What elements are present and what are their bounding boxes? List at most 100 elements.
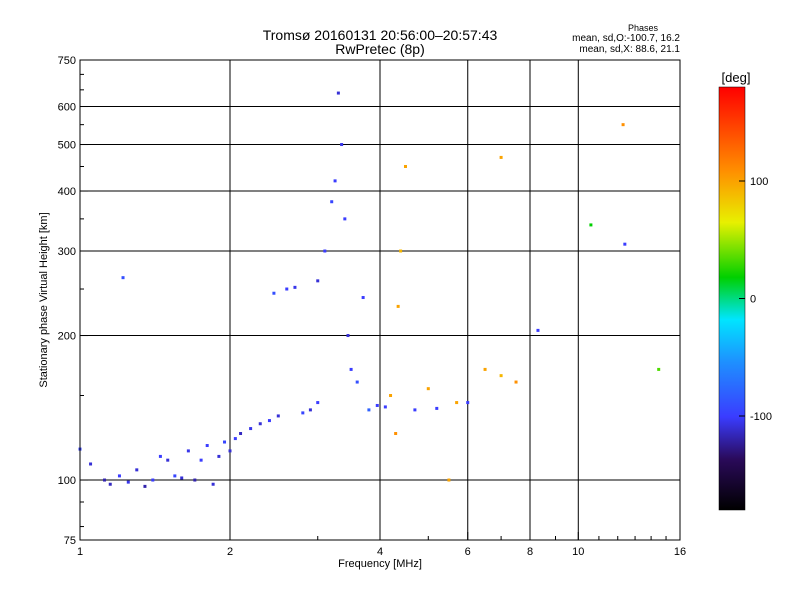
data-point (499, 155, 503, 159)
data-point (293, 285, 297, 289)
data-point (394, 432, 398, 436)
data-point (135, 468, 139, 472)
data-point (186, 449, 190, 453)
phase-info-o: mean, sd,O:-100.7, 16.2 (572, 33, 680, 44)
data-point (258, 422, 262, 426)
data-point (323, 249, 327, 253)
data-point (126, 480, 130, 484)
data-point (158, 454, 162, 458)
data-point (285, 287, 289, 291)
data-point (205, 444, 209, 448)
x-tick-label: 4 (377, 546, 383, 558)
data-point (396, 304, 400, 308)
colorbar-tick-label: 0 (750, 294, 756, 306)
data-point (375, 403, 379, 407)
data-point (343, 217, 347, 221)
data-point (217, 454, 221, 458)
data-point (399, 249, 403, 253)
data-point (272, 291, 276, 295)
data-point (589, 223, 593, 227)
data-point (483, 367, 487, 371)
data-point (173, 474, 177, 478)
x-axis-title: Frequency [MHz] (338, 558, 422, 570)
data-point (383, 405, 387, 409)
colorbar-tick-label: -100 (750, 411, 772, 423)
data-point (199, 458, 203, 462)
data-point (239, 432, 243, 436)
data-point (249, 427, 253, 431)
data-point (233, 437, 237, 441)
data-point (143, 484, 147, 488)
y-tick-label: 500 (58, 140, 76, 152)
data-point (435, 406, 439, 410)
grid-layer (80, 60, 680, 540)
data-point (621, 123, 625, 127)
data-point (193, 478, 197, 482)
data-point (108, 482, 112, 486)
data-point (499, 374, 503, 378)
colorbar-unit-label: [deg] (722, 70, 751, 85)
y-axis: 75 100 200 300 400 500 600 750 (58, 55, 88, 547)
data-point (426, 387, 430, 391)
data-point (228, 449, 232, 453)
data-point (301, 411, 305, 415)
colorbar-tick-label: 100 (750, 176, 768, 188)
data-point (166, 458, 170, 462)
y-tick-label: 100 (58, 475, 76, 487)
data-point (103, 478, 107, 482)
data-point (346, 334, 350, 338)
x-tick-label: 10 (572, 546, 584, 558)
data-point (536, 328, 540, 332)
y-tick-label: 300 (58, 246, 76, 258)
chart-subtitle: RwPretec (8p) (335, 41, 424, 57)
data-point (466, 401, 470, 405)
x-axis: 1 2 4 6 8 10 16 (77, 532, 686, 558)
data-point (151, 478, 155, 482)
phase-info-x: mean, sd,X: 88.6, 21.1 (579, 44, 680, 55)
data-point (117, 474, 121, 478)
x-tick-label: 8 (527, 546, 533, 558)
data-point (316, 279, 320, 283)
x-tick-label: 16 (674, 546, 686, 558)
y-tick-label: 600 (58, 102, 76, 114)
y-tick-label: 750 (58, 55, 76, 67)
x-tick-label: 1 (77, 546, 83, 558)
data-point (349, 367, 353, 371)
x-tick-label: 2 (227, 546, 233, 558)
data-point (657, 367, 661, 371)
data-point (276, 414, 280, 418)
data-point (267, 419, 271, 423)
y-axis-title: Stationary phase Virtual Height [km] (38, 212, 50, 387)
data-point (413, 408, 417, 412)
x-tick-label: 6 (465, 546, 471, 558)
data-points (78, 91, 661, 488)
data-point (89, 462, 93, 466)
data-point (333, 179, 337, 183)
data-point (623, 242, 627, 246)
data-point (361, 296, 365, 300)
colorbar-ticks: 100 0 -100 (739, 176, 772, 423)
data-point (367, 408, 371, 412)
y-tick-label: 75 (64, 535, 76, 547)
data-point (223, 440, 227, 444)
data-point (455, 401, 459, 405)
data-point (330, 200, 334, 204)
chart-title: Tromsø 20160131 20:56:00–20:57:43 (263, 27, 498, 43)
y-tick-label: 200 (58, 331, 76, 343)
data-point (403, 164, 407, 168)
phase-info-heading: Phases (628, 23, 659, 33)
data-point (447, 478, 451, 482)
y-tick-label: 400 (58, 186, 76, 198)
data-point (211, 482, 215, 486)
data-point (340, 143, 344, 147)
data-point (514, 380, 518, 384)
data-point (336, 91, 340, 95)
data-point (355, 380, 359, 384)
data-point (180, 476, 184, 480)
data-point (308, 408, 312, 412)
data-point (316, 401, 320, 405)
data-point (389, 394, 393, 398)
data-point (121, 276, 125, 280)
